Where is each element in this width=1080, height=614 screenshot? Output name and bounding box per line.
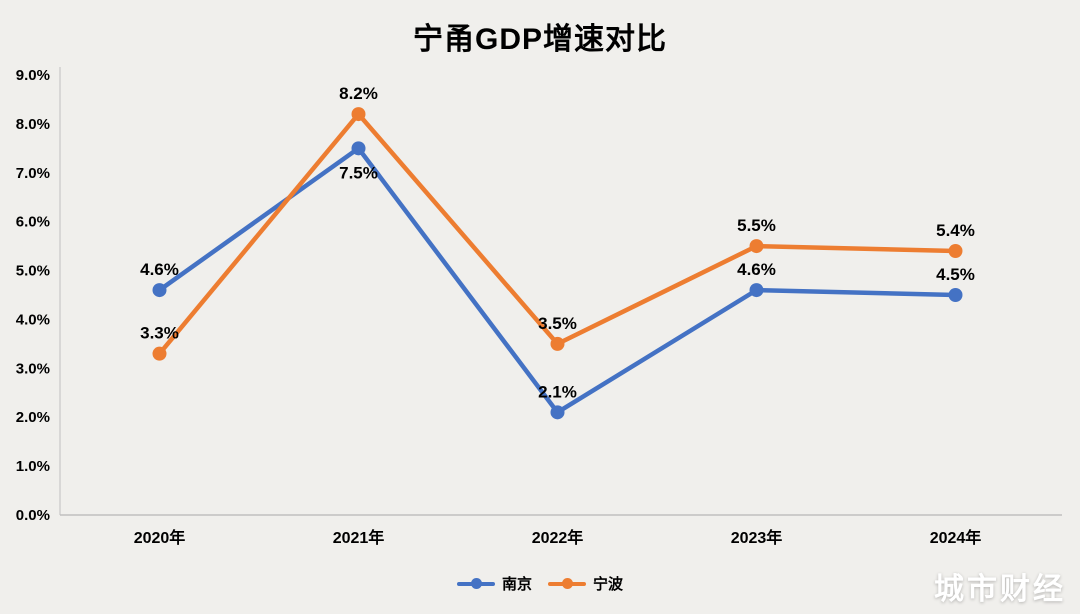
watermark: 城市财经 — [934, 572, 1066, 607]
y-tick-label: 8.0% — [16, 116, 50, 133]
y-tick-label: 5.0% — [16, 263, 50, 280]
y-tick-label: 7.0% — [16, 165, 50, 182]
y-tick-label: 2.0% — [16, 409, 50, 426]
series-marker-nanjing — [948, 288, 963, 302]
y-tick-label: 4.0% — [16, 311, 50, 328]
series-marker-ningbo — [948, 244, 963, 258]
y-tick-label: 9.0% — [16, 67, 50, 84]
x-tick-label: 2020年 — [134, 528, 186, 547]
data-label-nanjing: 4.6% — [140, 260, 179, 279]
legend-swatch-ningbo — [548, 578, 586, 589]
chart-title: 宁甬GDP增速对比 — [412, 23, 667, 56]
series-marker-ningbo — [351, 107, 366, 122]
series-marker-nanjing — [351, 141, 366, 156]
data-label-ningbo: 3.3% — [140, 324, 179, 343]
series-marker-ningbo — [152, 346, 167, 361]
series-marker-nanjing — [152, 283, 167, 298]
legend-label-ningbo: 宁波 — [593, 576, 624, 593]
data-label-nanjing: 7.5% — [339, 163, 378, 182]
series-line-nanjing — [157, 146, 958, 415]
data-label-nanjing: 4.5% — [936, 265, 975, 284]
series-marker-nanjing — [550, 405, 565, 420]
series-marker-nanjing — [749, 283, 764, 298]
y-tick-label: 3.0% — [16, 360, 50, 377]
x-tick-label: 2023年 — [731, 528, 783, 547]
data-label-ningbo: 5.4% — [936, 221, 975, 240]
data-label-nanjing: 2.1% — [538, 382, 577, 401]
legend-label-nanjing: 南京 — [501, 576, 532, 593]
data-label-nanjing: 4.6% — [737, 260, 776, 279]
chart-legend: 南京 宁波 — [0, 573, 1080, 594]
y-tick-label: 1.0% — [16, 458, 50, 475]
y-tick-label: 6.0% — [16, 214, 50, 231]
legend-item-nanjing: 南京 — [456, 573, 532, 594]
x-tick-label: 2021年 — [333, 528, 385, 547]
data-label-ningbo: 8.2% — [339, 84, 378, 103]
legend-item-ningbo: 宁波 — [548, 573, 623, 594]
series-marker-ningbo — [550, 336, 565, 351]
series-marker-ningbo — [749, 239, 764, 254]
x-tick-label: 2022年 — [532, 528, 584, 547]
legend-swatch-nanjing — [456, 578, 495, 589]
y-tick-label: 0.0% — [16, 507, 50, 524]
data-label-ningbo: 5.5% — [737, 216, 776, 235]
x-tick-label: 2024年 — [930, 528, 982, 547]
data-label-ningbo: 3.5% — [538, 314, 577, 333]
